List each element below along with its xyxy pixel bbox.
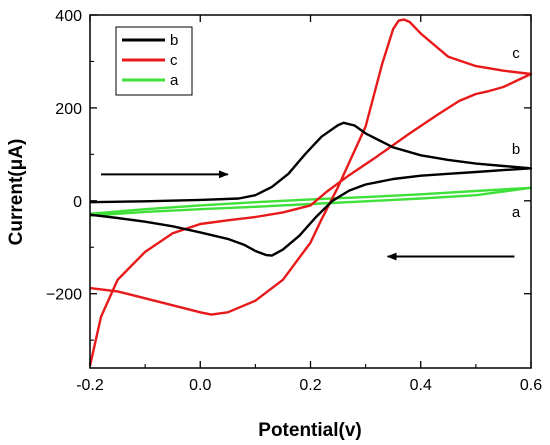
- series-line-c: [88, 18, 533, 366]
- x-tick-label: 0.0: [189, 377, 211, 394]
- y-tick-label: 400: [55, 8, 82, 25]
- x-tick-label: 0.2: [299, 377, 321, 394]
- ticks-layer: -0.2 0.0 0.2 0.4 0.6 −200 0 200 400: [46, 8, 542, 394]
- y-tick-label: 0: [73, 194, 82, 211]
- curve-label-a: a: [512, 204, 521, 221]
- curve-labels: b c a: [512, 45, 521, 221]
- x-axis-title: Potential(v): [258, 420, 361, 441]
- legend-label-a: a: [170, 72, 179, 89]
- legend-label-c: c: [170, 52, 178, 69]
- curve-label-b: b: [512, 141, 520, 158]
- curve-label-c: c: [512, 45, 520, 62]
- y-axis-title: Current(μA): [6, 139, 27, 246]
- y-tick-label: 200: [55, 101, 82, 118]
- x-tick-label: 0.6: [520, 377, 542, 394]
- legend-label-b: b: [170, 32, 178, 49]
- x-tick-label: 0.4: [410, 377, 432, 394]
- series-line-b: [89, 121, 533, 257]
- legend: bca: [115, 26, 193, 96]
- y-tick-label: −200: [46, 287, 82, 304]
- x-tick-label: -0.2: [76, 377, 104, 394]
- direction-arrows: [101, 170, 515, 261]
